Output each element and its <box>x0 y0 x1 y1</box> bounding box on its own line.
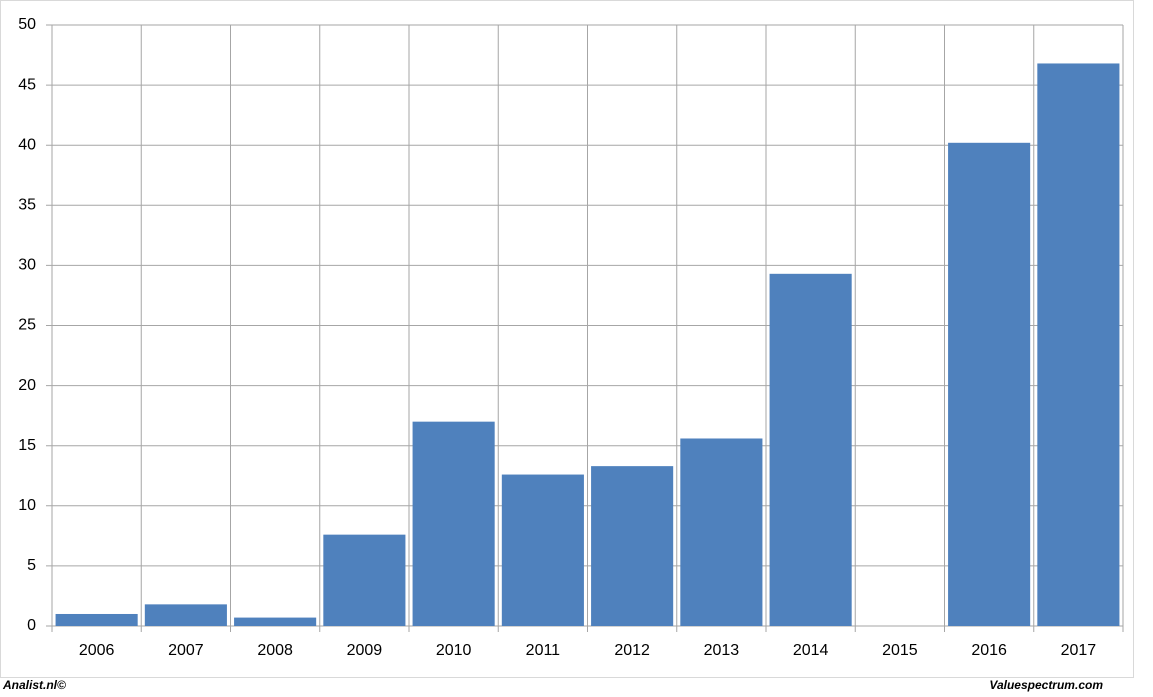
y-tick-label: 30 <box>18 257 36 274</box>
x-tick-label: 2009 <box>347 642 383 659</box>
y-tick-label: 20 <box>18 377 36 394</box>
y-tick-label: 0 <box>27 617 36 634</box>
y-tick-label: 45 <box>18 76 36 93</box>
source-left: Analist.nl© <box>2 678 66 692</box>
bar <box>1037 63 1120 627</box>
bar <box>412 421 495 626</box>
bar <box>769 273 852 626</box>
y-tick-label: 5 <box>27 557 36 574</box>
x-tick-label: 2013 <box>704 642 740 659</box>
y-tick-label: 15 <box>18 437 36 454</box>
x-tick-label: 2016 <box>971 642 1007 659</box>
bar <box>323 534 406 626</box>
bar <box>591 466 674 626</box>
x-tick-label: 2010 <box>436 642 472 659</box>
bar <box>234 617 317 626</box>
x-tick-label: 2015 <box>882 642 918 659</box>
x-tick-label: 2011 <box>526 642 561 659</box>
source-right: Valuespectrum.com <box>989 678 1103 692</box>
x-tick-label: 2012 <box>614 642 650 659</box>
y-tick-label: 40 <box>18 136 36 153</box>
x-tick-label: 2006 <box>79 642 115 659</box>
x-tick-label: 2014 <box>793 642 829 659</box>
y-tick-label: 25 <box>18 317 36 334</box>
x-tick-label: 2017 <box>1061 642 1097 659</box>
bar <box>501 474 584 626</box>
y-tick-label: 50 <box>18 16 36 33</box>
bar <box>144 604 227 626</box>
bar <box>55 613 138 626</box>
y-tick-label: 35 <box>18 197 36 214</box>
x-tick-label: 2007 <box>168 642 204 659</box>
bar <box>948 142 1031 626</box>
bar <box>680 438 763 626</box>
y-tick-label: 10 <box>18 497 36 514</box>
x-tick-label: 2008 <box>257 642 293 659</box>
